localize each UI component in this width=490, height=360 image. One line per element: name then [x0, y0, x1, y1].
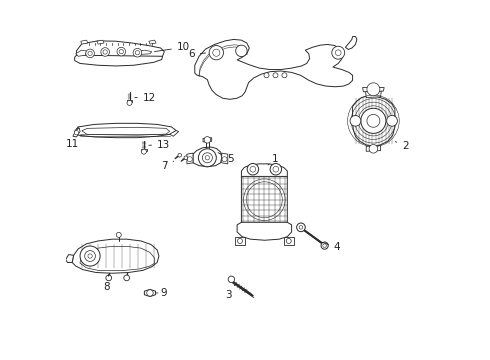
- Polygon shape: [76, 41, 164, 62]
- Circle shape: [80, 246, 100, 266]
- Circle shape: [247, 163, 259, 175]
- Text: 2: 2: [395, 141, 409, 151]
- Circle shape: [88, 51, 92, 55]
- Circle shape: [236, 45, 247, 57]
- Polygon shape: [353, 96, 395, 146]
- Polygon shape: [76, 50, 87, 56]
- Circle shape: [213, 49, 220, 56]
- Text: 1: 1: [268, 154, 278, 165]
- Circle shape: [187, 157, 192, 162]
- Text: 5: 5: [218, 153, 234, 164]
- Text: 8: 8: [103, 274, 110, 292]
- Circle shape: [273, 73, 278, 78]
- Text: 3: 3: [225, 285, 235, 301]
- Polygon shape: [134, 50, 152, 54]
- Polygon shape: [366, 91, 381, 98]
- Circle shape: [286, 238, 291, 243]
- Circle shape: [141, 149, 147, 154]
- Polygon shape: [80, 246, 155, 271]
- Polygon shape: [72, 239, 159, 273]
- Circle shape: [202, 153, 212, 163]
- Circle shape: [178, 153, 181, 157]
- Circle shape: [299, 226, 303, 229]
- Text: 6: 6: [188, 49, 206, 59]
- Circle shape: [238, 238, 243, 243]
- Circle shape: [335, 50, 341, 55]
- Circle shape: [387, 116, 397, 126]
- Polygon shape: [74, 123, 176, 138]
- Polygon shape: [363, 87, 384, 92]
- Circle shape: [228, 276, 235, 283]
- Circle shape: [209, 45, 223, 60]
- Circle shape: [270, 163, 282, 175]
- Polygon shape: [81, 40, 88, 44]
- Circle shape: [117, 47, 125, 56]
- Polygon shape: [170, 131, 179, 136]
- Text: 12: 12: [135, 93, 156, 103]
- Circle shape: [101, 48, 109, 56]
- Polygon shape: [284, 237, 294, 245]
- Circle shape: [222, 157, 227, 162]
- Text: 11: 11: [66, 136, 79, 149]
- Polygon shape: [141, 149, 147, 150]
- Circle shape: [184, 156, 188, 159]
- Circle shape: [106, 275, 112, 281]
- Circle shape: [282, 73, 287, 78]
- Polygon shape: [66, 255, 74, 262]
- Polygon shape: [126, 100, 132, 102]
- Circle shape: [204, 136, 211, 143]
- Circle shape: [103, 50, 107, 54]
- Polygon shape: [221, 153, 228, 164]
- Circle shape: [119, 49, 123, 54]
- Polygon shape: [366, 145, 381, 151]
- Polygon shape: [345, 37, 357, 49]
- Circle shape: [124, 275, 129, 281]
- Circle shape: [116, 232, 122, 237]
- Text: 9: 9: [156, 288, 168, 298]
- Circle shape: [332, 46, 344, 59]
- Circle shape: [369, 144, 378, 153]
- Circle shape: [133, 48, 142, 57]
- Circle shape: [350, 116, 361, 126]
- Circle shape: [250, 166, 256, 172]
- Polygon shape: [203, 138, 212, 142]
- Polygon shape: [193, 147, 221, 167]
- Circle shape: [127, 100, 132, 105]
- Circle shape: [361, 108, 386, 134]
- Circle shape: [205, 156, 210, 160]
- Polygon shape: [237, 222, 292, 240]
- Polygon shape: [242, 176, 287, 231]
- Polygon shape: [195, 40, 353, 99]
- Polygon shape: [82, 127, 170, 135]
- Circle shape: [85, 251, 96, 261]
- Text: 7: 7: [161, 161, 173, 171]
- Text: 4: 4: [323, 242, 341, 252]
- Circle shape: [321, 242, 328, 249]
- Text: 13: 13: [149, 140, 171, 150]
- Polygon shape: [74, 127, 78, 135]
- Circle shape: [74, 131, 78, 135]
- Circle shape: [323, 244, 326, 247]
- Circle shape: [86, 49, 95, 58]
- Circle shape: [296, 223, 305, 231]
- Polygon shape: [235, 237, 245, 245]
- Polygon shape: [73, 128, 80, 137]
- Circle shape: [367, 83, 380, 96]
- Circle shape: [264, 73, 269, 78]
- Text: 10: 10: [154, 42, 190, 52]
- Polygon shape: [74, 55, 163, 66]
- Circle shape: [198, 149, 216, 167]
- Circle shape: [273, 166, 279, 172]
- Circle shape: [147, 290, 153, 296]
- Circle shape: [88, 254, 92, 258]
- Polygon shape: [242, 164, 287, 183]
- Polygon shape: [97, 40, 104, 44]
- Polygon shape: [149, 40, 156, 44]
- Circle shape: [135, 50, 140, 55]
- Circle shape: [367, 114, 380, 127]
- Polygon shape: [145, 289, 155, 297]
- Polygon shape: [187, 153, 193, 164]
